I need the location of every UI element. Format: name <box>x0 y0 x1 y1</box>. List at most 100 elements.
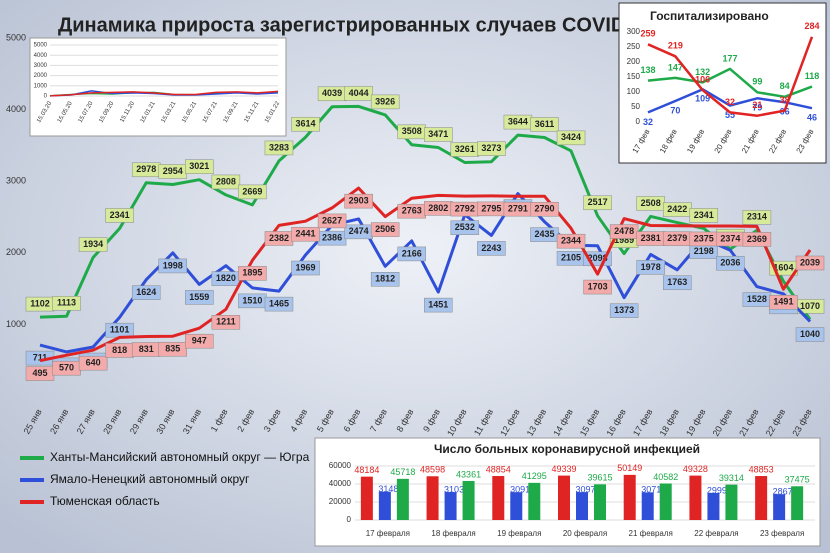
label-box <box>344 193 373 209</box>
data-label: 2627 <box>322 215 342 225</box>
data-label: 947 <box>192 336 207 346</box>
y-tick-label: 200 <box>627 57 641 66</box>
label-box <box>291 226 320 242</box>
bar <box>426 476 439 520</box>
y-tick-label: 1000 <box>6 319 26 329</box>
data-label: 2790 <box>534 204 554 214</box>
x-tick-label: 18 февраля <box>431 529 475 538</box>
data-label: 1812 <box>375 274 395 284</box>
y-tick-label: 100 <box>627 87 641 96</box>
data-label: 1491 <box>773 297 793 307</box>
label-box <box>185 333 214 349</box>
label-box <box>344 86 373 101</box>
data-label: 2517 <box>588 197 608 207</box>
data-label: 32 <box>725 97 735 107</box>
label-box <box>317 213 347 229</box>
data-label: 3424 <box>561 132 581 142</box>
data-label: 138 <box>640 65 655 75</box>
data-label: 2791 <box>508 204 528 214</box>
bar <box>689 475 702 520</box>
y-tick-label: 40000 <box>329 479 352 488</box>
y-tick-label: 0 <box>636 117 641 126</box>
data-label: 835 <box>165 344 180 354</box>
data-label: 45718 <box>390 467 415 477</box>
data-label: 3508 <box>402 126 422 136</box>
series-line <box>647 67 813 99</box>
bar <box>378 491 391 520</box>
data-label: 1070 <box>800 301 820 311</box>
data-label: 49339 <box>551 464 576 474</box>
bar <box>462 480 475 520</box>
data-label: 55 <box>725 110 735 120</box>
label-box <box>291 260 320 276</box>
data-label: 40582 <box>653 472 678 482</box>
bar <box>528 482 541 520</box>
label-box <box>477 141 506 156</box>
bar <box>396 478 409 520</box>
data-label: 2098 <box>588 253 608 263</box>
data-label: 70 <box>670 105 680 115</box>
data-label: 50149 <box>617 463 642 473</box>
bar <box>594 484 606 520</box>
x-tick-label: 23 февраля <box>760 529 804 538</box>
data-label: 1113 <box>57 298 76 308</box>
data-label: 284 <box>804 21 819 31</box>
series-line <box>647 88 813 114</box>
y-tick-label: 2000 <box>6 247 26 257</box>
legend-label: Ямало-Ненецкий автономный округ <box>50 472 250 486</box>
data-label: 2435 <box>534 229 554 239</box>
data-label: 3283 <box>269 142 289 152</box>
data-label: 3926 <box>375 96 395 106</box>
y-tick-label: 2000 <box>34 73 48 79</box>
data-label: 2506 <box>375 224 395 234</box>
y-tick-label: 60000 <box>329 461 352 470</box>
data-label: 2808 <box>216 176 236 186</box>
label-box <box>211 315 241 330</box>
data-label: 2903 <box>349 196 369 206</box>
label-box <box>131 285 161 300</box>
label-box <box>185 159 214 174</box>
label-box <box>450 220 480 235</box>
data-label: 831 <box>139 344 154 354</box>
x-tick-label: 17 февраля <box>366 529 410 538</box>
data-label: 2422 <box>667 204 687 214</box>
data-label: 2341 <box>694 210 714 220</box>
x-tick-label: 20 февраля <box>563 529 607 538</box>
label-box <box>185 290 214 305</box>
data-label: 2763 <box>402 206 422 216</box>
data-label: 39314 <box>719 473 744 483</box>
data-label: 28673 <box>773 487 798 497</box>
data-label: 818 <box>112 345 127 355</box>
data-label: 118 <box>805 71 820 81</box>
data-label: 2474 <box>349 226 369 236</box>
data-label: 2508 <box>641 198 661 208</box>
data-label: 2039 <box>800 257 820 267</box>
data-label: 2532 <box>455 222 475 232</box>
legend-label: Ханты-Мансийский автономный округ — Югра <box>50 450 310 464</box>
data-label: 31030 <box>444 484 469 494</box>
data-label: 3273 <box>481 143 501 153</box>
y-tick-label: 300 <box>627 27 641 36</box>
x-tick-label: 22 февраля <box>694 529 738 538</box>
data-label: 49328 <box>683 464 708 474</box>
bar <box>791 486 804 520</box>
label-box <box>78 237 108 252</box>
data-label: 1624 <box>136 287 156 297</box>
label-box <box>662 275 692 291</box>
data-label: 1763 <box>667 277 687 287</box>
data-label: 570 <box>59 363 74 373</box>
inset-title: Госпитализировано <box>650 9 769 23</box>
data-label: 640 <box>86 358 101 368</box>
data-label: 79 <box>752 103 762 113</box>
data-label: 1465 <box>269 298 289 308</box>
data-label: 711 <box>33 352 48 362</box>
bar <box>360 476 373 520</box>
data-label: 84 <box>780 81 790 91</box>
bar <box>773 494 786 520</box>
data-label: 2036 <box>720 258 740 268</box>
bar <box>641 492 654 520</box>
label-box <box>370 222 400 237</box>
y-tick-label: 4000 <box>34 53 48 59</box>
data-label: 2478 <box>614 226 634 236</box>
